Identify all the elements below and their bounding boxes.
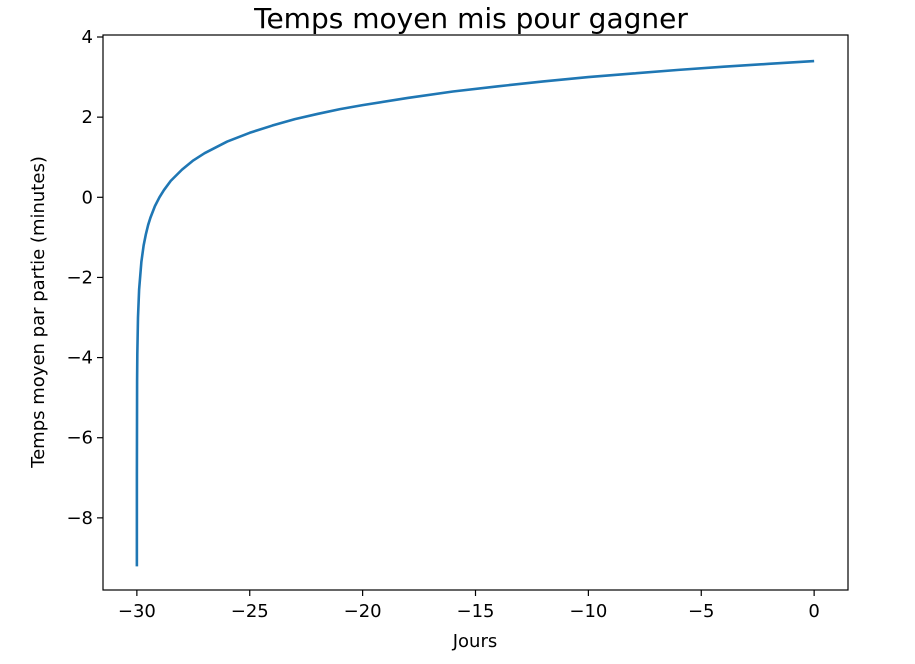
x-axis-label: Jours [452,631,498,652]
y-tick-label: 2 [82,107,93,128]
x-tick-label: −20 [344,601,382,622]
plot-area [135,59,815,567]
series-line [135,59,815,567]
y-axis-label: Temps moyen par partie (minutes) [28,156,49,469]
y-tick-label: 0 [82,187,93,208]
x-tick-label: −10 [569,601,607,622]
x-tick-label: −25 [231,601,269,622]
y-tick-label: −8 [66,508,93,529]
y-tick-label: −2 [66,267,93,288]
y-axis-ticks: −8 −6 −4 −2 0 2 4 [66,27,103,529]
x-axis-ticks: −30 −25 −20 −15 −10 −5 0 [118,590,820,622]
y-tick-label: −4 [66,348,93,369]
y-tick-label: −6 [66,428,93,449]
y-tick-label: 4 [82,27,93,48]
x-tick-label: 0 [808,601,819,622]
x-tick-label: −5 [688,601,715,622]
axes-frame [102,34,849,591]
x-tick-label: −30 [118,601,156,622]
x-tick-label: −15 [457,601,495,622]
chart-title: Temps moyen mis pour gagner [253,2,688,35]
